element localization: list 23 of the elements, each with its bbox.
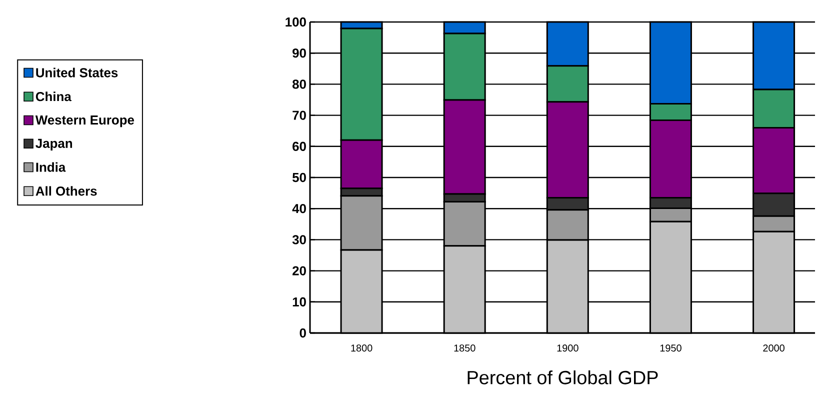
legend-label: India [36, 162, 66, 172]
legend-label: China [36, 92, 72, 102]
x-tick-label: 1900 [557, 344, 578, 352]
x-tick-label: 1850 [454, 344, 476, 352]
y-tick-label: 0 [300, 328, 306, 338]
x-axis-title: Percent of Global GDP [468, 370, 658, 384]
y-tick-label: 70 [292, 110, 306, 120]
y-tick-label: 20 [292, 266, 306, 276]
legend-label: United States [36, 68, 118, 78]
y-tick-label: 60 [292, 142, 306, 151]
y-tick-label: 30 [292, 235, 306, 244]
x-tick-label: 1950 [660, 344, 682, 352]
y-tick-label: 80 [292, 80, 306, 89]
y-tick-label: 10 [292, 297, 306, 306]
legend-label: Japan [36, 138, 72, 151]
y-tick-label: 100 [286, 17, 306, 27]
y-tick-label: 50 [292, 172, 306, 182]
x-tick-label: 2000 [763, 344, 784, 352]
y-tick-label: 40 [292, 204, 306, 214]
y-tick-label: 90 [292, 48, 306, 58]
legend-label: All Others [36, 186, 97, 196]
legend-label: Western Europe [35, 116, 134, 128]
x-tick-label: 1800 [351, 344, 372, 352]
